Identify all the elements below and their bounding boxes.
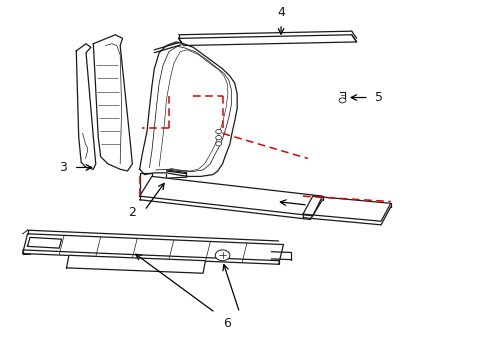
Text: 5: 5 [374, 91, 383, 104]
Text: 4: 4 [277, 6, 285, 19]
Polygon shape [140, 176, 322, 216]
Text: 1: 1 [315, 199, 323, 212]
Polygon shape [178, 35, 356, 45]
Circle shape [215, 130, 221, 134]
Polygon shape [303, 196, 390, 221]
Circle shape [215, 250, 229, 261]
Circle shape [338, 98, 345, 103]
Text: 2: 2 [128, 207, 136, 220]
Polygon shape [140, 42, 237, 176]
Polygon shape [22, 234, 283, 264]
Text: 3: 3 [59, 161, 66, 174]
Circle shape [215, 135, 221, 140]
Text: 6: 6 [223, 317, 231, 330]
Circle shape [215, 141, 221, 146]
Polygon shape [76, 44, 96, 169]
Polygon shape [66, 255, 205, 273]
Polygon shape [93, 35, 132, 171]
Polygon shape [27, 237, 61, 248]
